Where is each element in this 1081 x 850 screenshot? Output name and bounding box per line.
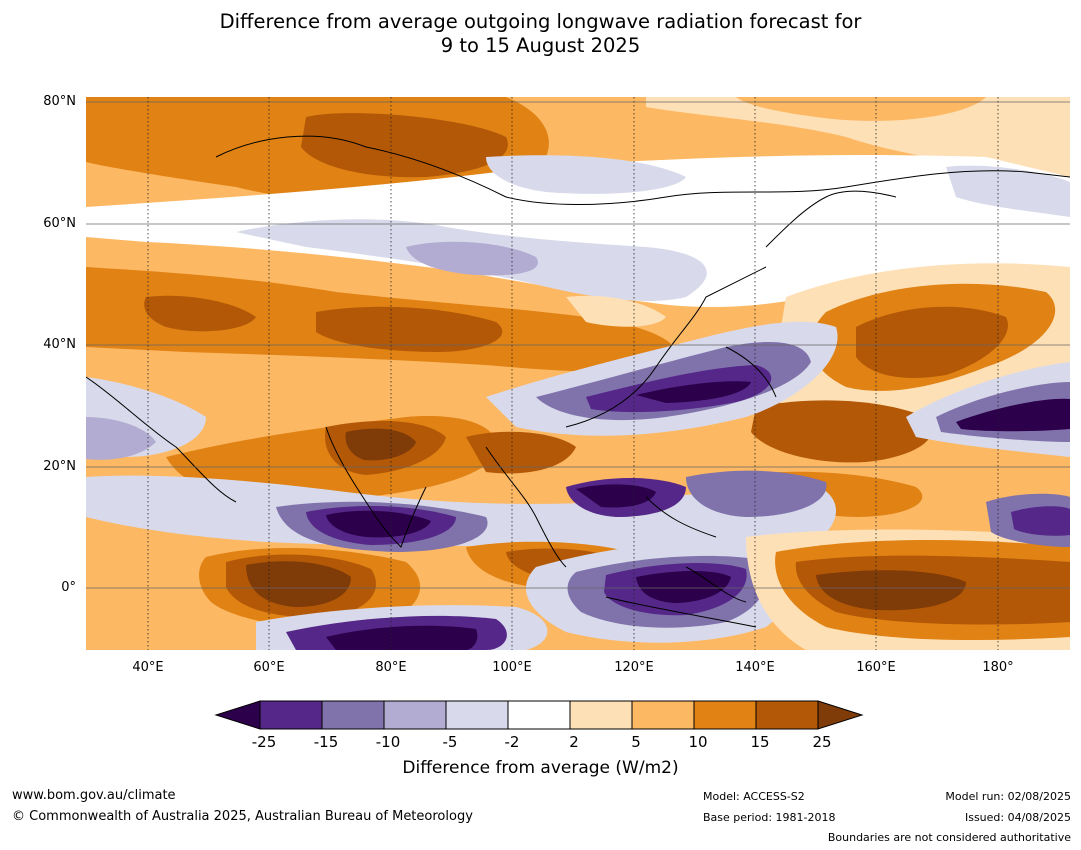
lat-label-60n: 60°N <box>43 216 76 231</box>
lon-label-160e: 160°E <box>856 660 896 675</box>
anomaly-region <box>751 400 933 463</box>
footer-issued: Issued: 04/08/2025 <box>964 811 1071 824</box>
anomaly-region <box>406 241 538 276</box>
anomaly-region <box>576 484 656 508</box>
forecast-map <box>86 97 1070 650</box>
anomaly-region <box>1011 506 1070 536</box>
anomaly-region <box>86 417 156 460</box>
colorbar-tick-label: 10 <box>688 733 708 751</box>
anomaly-region <box>566 295 666 327</box>
anomaly-region <box>636 571 731 603</box>
lat-label-80n: 80°N <box>43 94 76 109</box>
colorbar-segment <box>383 700 447 730</box>
map-svg <box>86 97 1070 650</box>
footer-copyright: © Commonwealth of Australia 2025, Austra… <box>12 809 473 824</box>
lon-label-180: 180° <box>982 660 1014 675</box>
title-line-1: Difference from average outgoing longwav… <box>219 10 862 33</box>
anomaly-region <box>144 295 256 332</box>
colorbar-segment <box>569 700 633 730</box>
colorbar-segment <box>631 700 695 730</box>
colorbar-tick-label: -10 <box>375 733 401 751</box>
colorbar-tick-label: 25 <box>812 733 832 751</box>
colorbar-segment <box>445 700 509 730</box>
anomaly-region <box>345 428 416 461</box>
lon-label-80e: 80°E <box>375 660 407 675</box>
footer-model: Model: ACCESS-S2 <box>703 790 805 803</box>
anomaly-region <box>856 306 1008 378</box>
anomaly-region <box>246 561 351 607</box>
lon-label-140e: 140°E <box>735 660 775 675</box>
colorbar-tick-label: -25 <box>251 733 277 751</box>
colorbar <box>214 700 864 730</box>
lon-label-40e: 40°E <box>132 660 164 675</box>
colorbar-tick-label: -5 <box>442 733 458 751</box>
lat-label-40n: 40°N <box>43 337 76 352</box>
colorbar-tick-label: 5 <box>631 733 641 751</box>
anomaly-region <box>736 97 986 121</box>
colorbar-tick-label: 2 <box>569 733 579 751</box>
anomaly-region <box>326 625 478 650</box>
colorbar-segment <box>693 700 757 730</box>
footer-base-period: Base period: 1981-2018 <box>703 811 836 824</box>
coastlines <box>86 135 1070 628</box>
anomaly-region <box>956 398 1070 432</box>
anomaly-region <box>946 165 1070 217</box>
colorbar-segment <box>507 700 571 730</box>
lon-label-120e: 120°E <box>614 660 654 675</box>
anomaly-region <box>636 381 751 403</box>
footer-url[interactable]: www.bom.gov.au/climate <box>12 788 176 803</box>
footer-boundaries-note: Boundaries are not considered authoritat… <box>827 831 1071 844</box>
anomaly-region <box>326 510 431 538</box>
colorbar-low-arrow <box>214 700 261 730</box>
anomaly-region <box>486 155 686 194</box>
title-line-2: 9 to 15 August 2025 <box>440 34 641 57</box>
colorbar-segment <box>321 700 385 730</box>
anomaly-region <box>316 306 503 352</box>
anomaly-region <box>86 155 1070 307</box>
lon-label-100e: 100°E <box>492 660 532 675</box>
lat-label-20n: 20°N <box>43 459 76 474</box>
anomaly-region <box>301 113 508 178</box>
graticule-lat <box>86 101 1070 589</box>
colorbar-tick-label: 15 <box>750 733 770 751</box>
anomaly-region <box>686 470 827 517</box>
chart-title: Difference from average outgoing longwav… <box>0 10 1081 58</box>
graticule-lon <box>147 97 999 650</box>
colorbar-segment <box>755 700 819 730</box>
footer-model-run: Model run: 02/08/2025 <box>945 790 1071 803</box>
colorbar-segment <box>259 700 323 730</box>
colorbar-tick-label: -2 <box>504 733 520 751</box>
lat-label-0: 0° <box>61 580 76 595</box>
anomaly-region <box>466 431 576 474</box>
colorbar-high-arrow <box>817 700 864 730</box>
colorbar-tick-label: -15 <box>313 733 339 751</box>
lon-label-60e: 60°E <box>253 660 285 675</box>
colorbar-title: Difference from average (W/m2) <box>402 758 679 778</box>
anomaly-region <box>816 570 966 611</box>
